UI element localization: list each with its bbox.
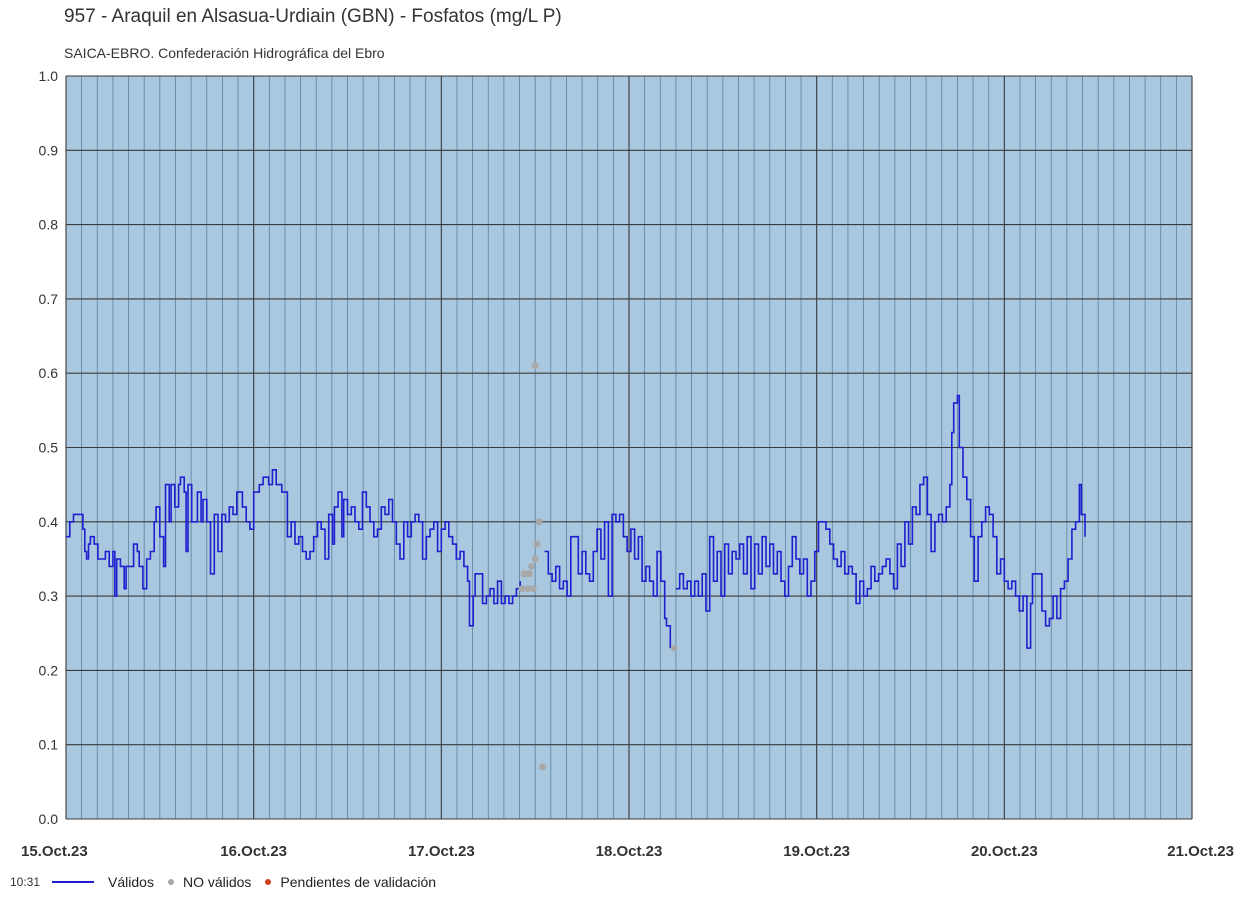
point-invalid (529, 585, 537, 593)
x-tick-label: 19.Oct.23 (783, 843, 850, 860)
point-invalid (533, 540, 541, 548)
point-invalid (531, 362, 539, 370)
legend-dot-pending (265, 879, 272, 885)
legend-line-swatch (52, 881, 95, 883)
y-tick-label: 0.1 (39, 737, 59, 753)
y-tick-label: 0.8 (39, 217, 59, 233)
x-tick-label: 17.Oct.23 (408, 843, 475, 860)
point-invalid (670, 644, 678, 652)
legend-item-invalid[interactable]: NO válidos (167, 874, 252, 890)
chart-title: 957 - Araquil en Alsasua-Urdiain (GBN) -… (64, 6, 562, 27)
y-tick-label: 0.4 (39, 514, 59, 530)
legend-dot-invalid (167, 879, 174, 885)
point-invalid (539, 763, 547, 771)
y-tick-label: 0.2 (39, 662, 59, 678)
x-tick-label: 21.Oct.23 (1167, 843, 1234, 860)
y-tick-label: 0.7 (39, 291, 59, 307)
legend: 10:31 Válidos NO válidos Pendientes de v… (10, 874, 450, 890)
legend-label-pending: Pendientes de validación (280, 874, 437, 890)
x-tick-label: 18.Oct.23 (596, 843, 663, 860)
x-tick-label: 16.Oct.23 (220, 843, 287, 860)
point-invalid (518, 585, 526, 593)
y-tick-label: 0.5 (39, 440, 59, 456)
chart-subtitle: SAICA-EBRO. Confederación Hidrográfica d… (64, 45, 385, 61)
legend-label-valid: Válidos (108, 874, 154, 890)
y-tick-label: 0.3 (39, 588, 59, 604)
point-invalid (524, 585, 532, 593)
point-invalid (531, 555, 539, 563)
series-line-valid (544, 513, 672, 649)
x-tick-label: 15.Oct.23 (21, 843, 88, 860)
y-tick-label: 1.0 (39, 68, 59, 84)
point-invalid (528, 562, 535, 570)
series-line-valid (66, 469, 521, 627)
legend-item-valid[interactable]: Válidos (52, 874, 154, 890)
y-tick-label: 0.6 (39, 365, 59, 381)
x-tick-label: 20.Oct.23 (971, 843, 1038, 860)
y-tick-label: 0.9 (39, 142, 59, 158)
y-tick-label: 0.0 (39, 811, 59, 827)
point-invalid (535, 518, 543, 526)
point-invalid (526, 570, 533, 578)
legend-item-pending[interactable]: Pendientes de validación (265, 874, 436, 890)
series-line-valid (675, 394, 1086, 649)
time-label: 10:31 (10, 875, 41, 889)
legend-label-invalid: NO válidos (182, 874, 252, 890)
